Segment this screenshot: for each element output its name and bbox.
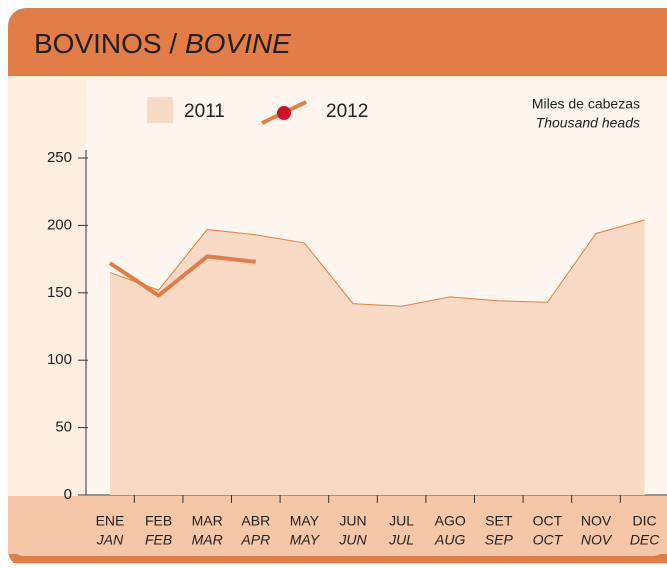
x-tick-label-en: JUL <box>388 532 414 548</box>
area <box>110 220 645 495</box>
legend-label: 2012 <box>326 101 368 122</box>
x-tick-label: JUN <box>339 513 366 529</box>
y-tick-label: 250 <box>47 149 72 166</box>
x-tick-label: ABR <box>241 513 270 529</box>
title-en: BOVINE <box>185 28 291 59</box>
legend-swatch <box>147 97 173 123</box>
y-tick-label: 0 <box>64 486 72 503</box>
x-tick-label: NOV <box>581 513 612 529</box>
x-tick-label: SET <box>485 513 513 529</box>
x-tick-label-en: MAY <box>290 532 321 548</box>
x-tick-label-en: MAR <box>192 532 223 548</box>
area-outline <box>109 219 645 307</box>
annotation: Miles de cabezas <box>532 96 640 112</box>
x-tick-label: DIC <box>633 513 657 529</box>
y-tick-label: 50 <box>55 419 72 436</box>
y-tick-label: 200 <box>47 216 72 233</box>
chart-title: BOVINOS / BOVINE <box>34 28 291 59</box>
x-tick-label: FEB <box>145 513 172 529</box>
legend-label: 2011 <box>184 101 225 122</box>
x-tick-label-en: AUG <box>434 532 465 548</box>
legend-marker <box>277 106 291 120</box>
title-es: BOVINOS / <box>34 28 177 59</box>
x-tick-label-en: NOV <box>581 532 613 548</box>
x-tick-label: ENE <box>96 513 125 529</box>
x-tick-label-en: JAN <box>96 532 124 548</box>
x-band-corner <box>10 496 667 556</box>
x-tick-label: MAR <box>192 513 223 529</box>
x-tick-label: MAY <box>290 513 320 529</box>
x-tick-label: OCT <box>533 513 563 529</box>
y-tick-label: 150 <box>47 284 72 301</box>
x-tick-label-en: FEB <box>145 532 172 548</box>
x-tick-label-en: APR <box>240 532 270 548</box>
x-tick-label-en: JUN <box>338 532 367 548</box>
x-tick-label-en: SEP <box>485 532 514 548</box>
line <box>108 254 257 298</box>
x-tick-label-en: OCT <box>533 532 564 548</box>
x-tick-label: JUL <box>389 513 414 529</box>
x-tick-label-en: DEC <box>630 532 660 548</box>
x-tick-label: AGO <box>435 513 466 529</box>
y-tick-label: 100 <box>47 351 72 368</box>
annotation-en: Thousand heads <box>536 115 640 131</box>
